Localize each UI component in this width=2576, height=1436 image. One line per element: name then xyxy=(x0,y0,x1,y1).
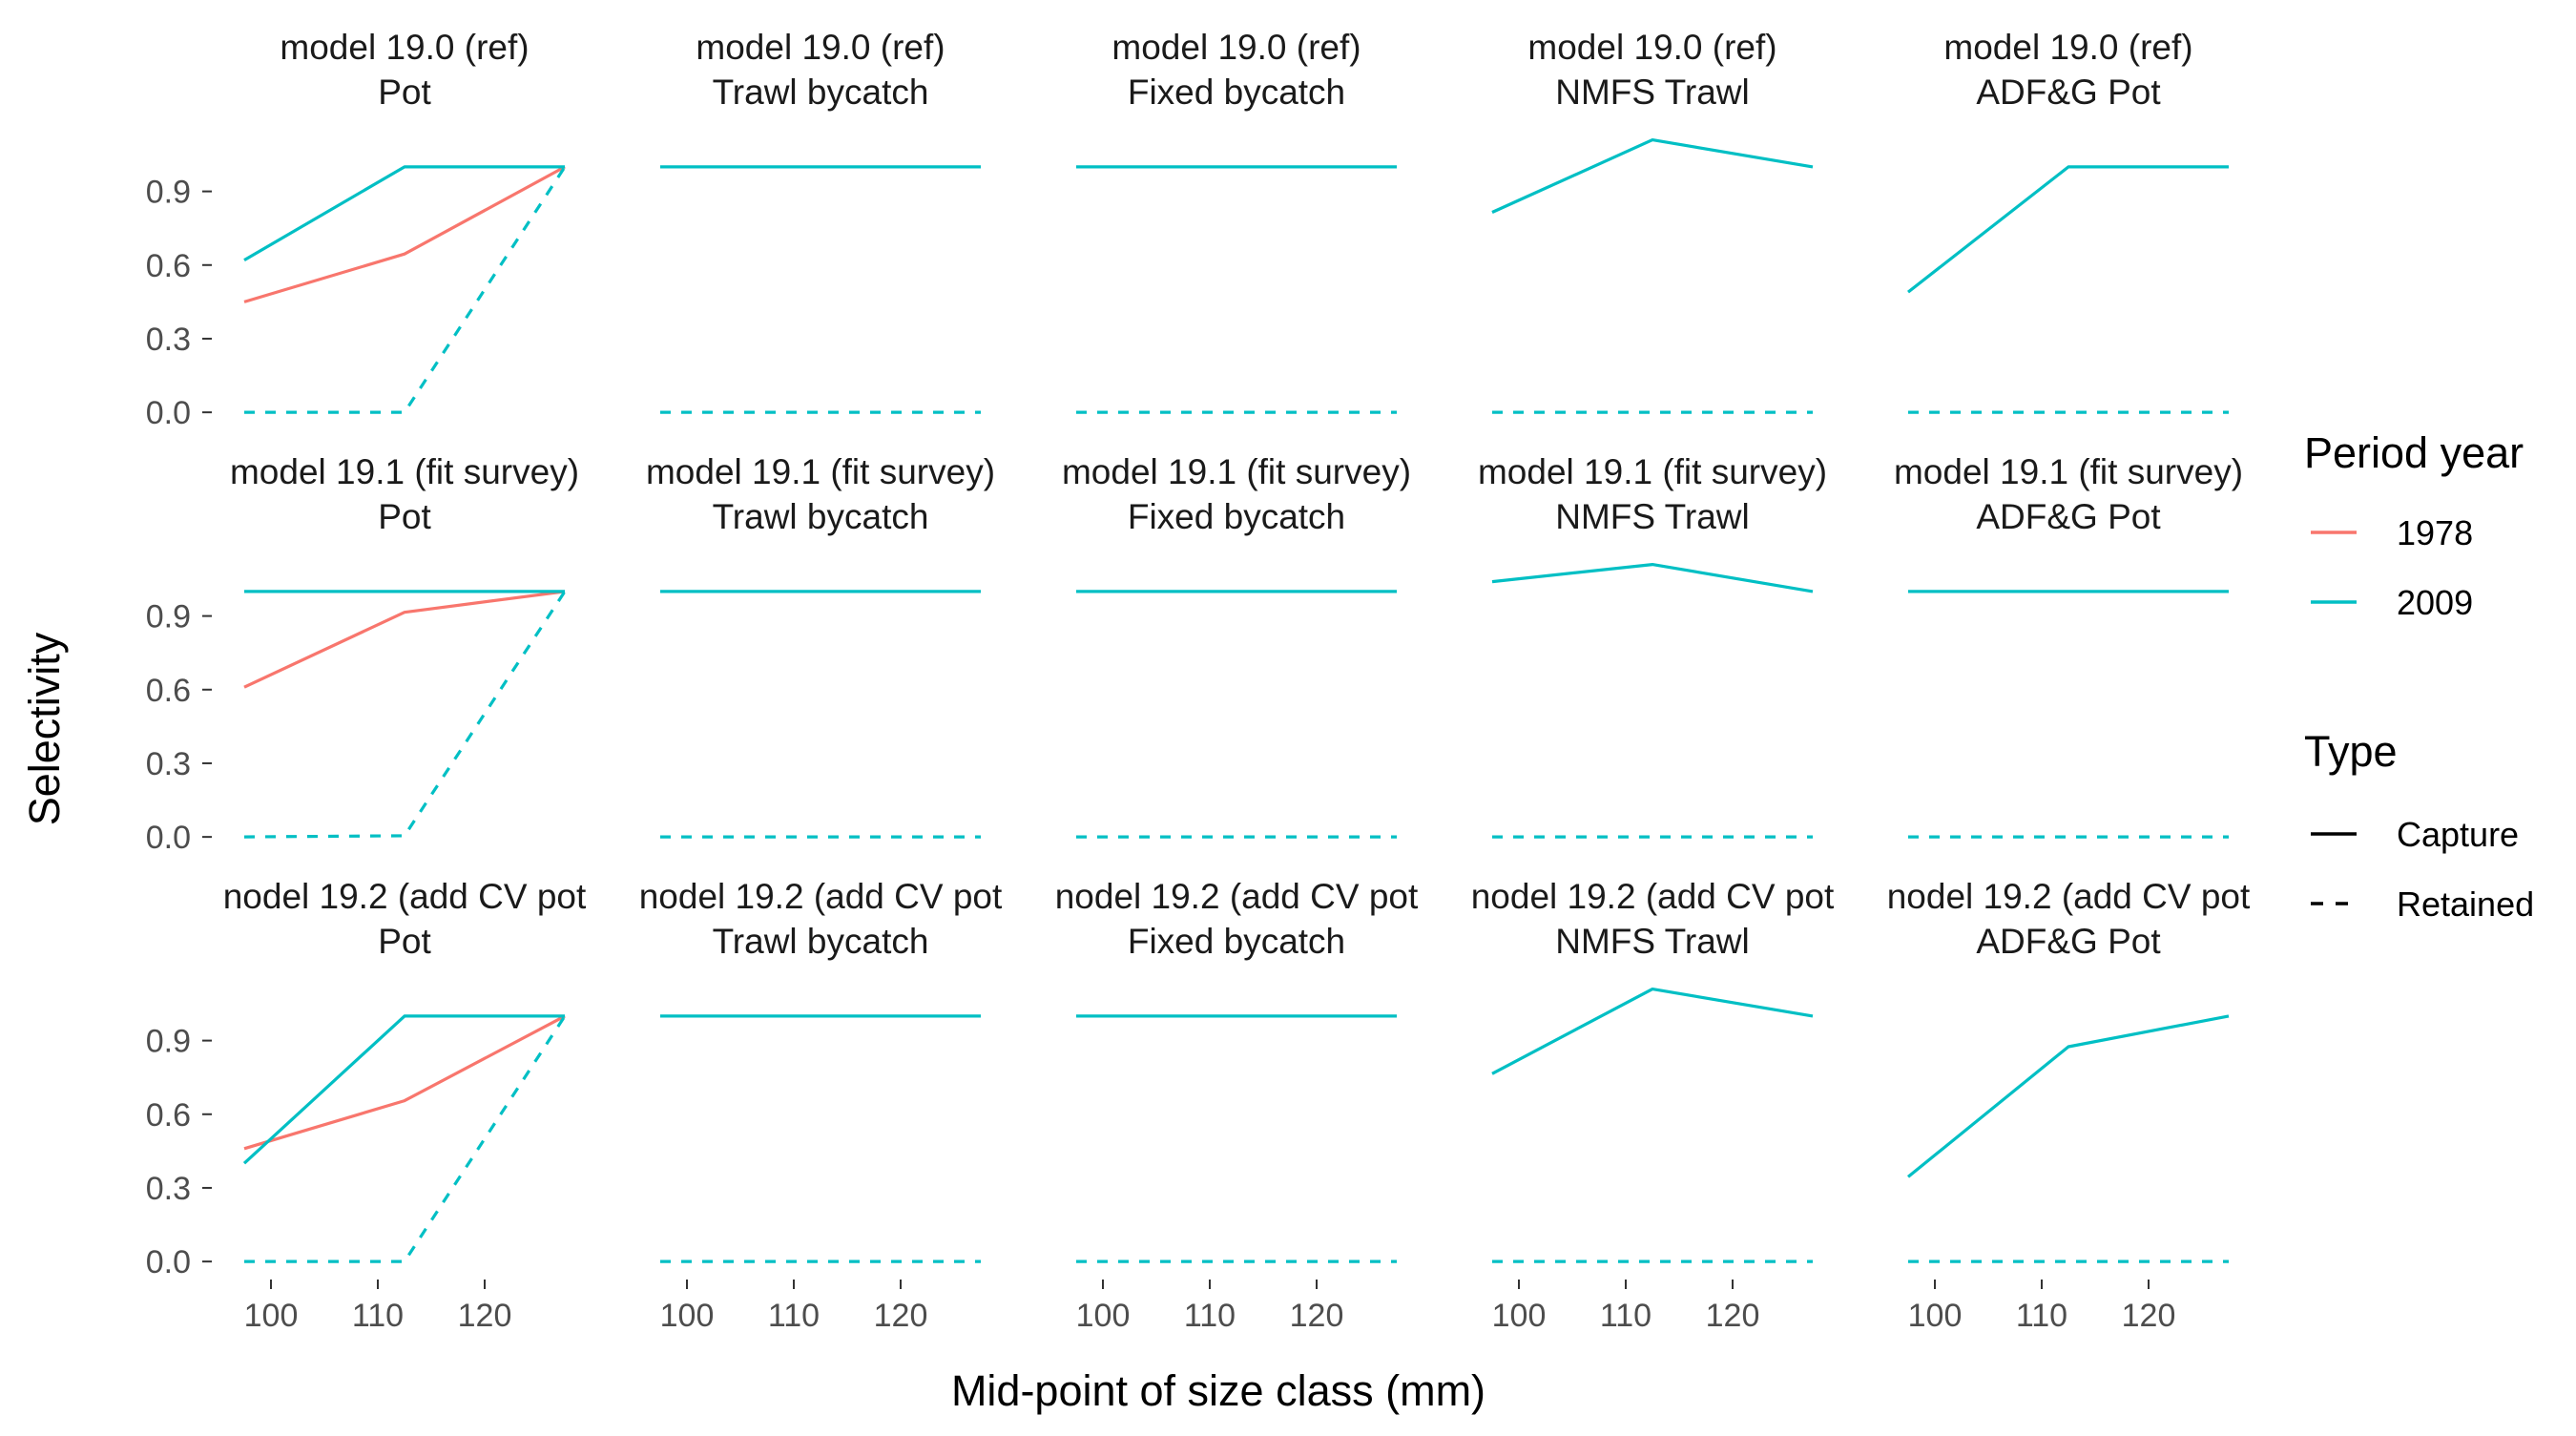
x-tick-label: 100 xyxy=(1492,1298,1547,1334)
series-line-2009-capture xyxy=(1907,165,2229,294)
strip-label-model: model 19.0 (ref) xyxy=(696,28,945,67)
facet-strip: model 19.1 (fit survey) NMFS Trawl xyxy=(1478,452,1827,536)
x-tick-label: 100 xyxy=(1076,1298,1131,1334)
x-tick-label: 110 xyxy=(352,1298,404,1334)
y-tick-label: 0.0 xyxy=(146,1244,191,1280)
y-tick-label: 0.6 xyxy=(146,1097,191,1134)
series-line-2009-capture xyxy=(242,1014,565,1165)
legend-period-title: Period year xyxy=(2304,428,2524,477)
strip-label-fleet: NMFS Trawl xyxy=(1555,497,1750,536)
legend-1978-label: 1978 xyxy=(2397,513,2473,552)
strip-label-fleet: Trawl bycatch xyxy=(713,497,929,536)
x-tick-label: 120 xyxy=(1290,1298,1344,1334)
x-tick-label: 100 xyxy=(660,1298,715,1334)
strip-label-model: model 19.0 (ref) xyxy=(1111,28,1361,67)
facet-strip: model 19.0 (ref) Fixed bycatch xyxy=(1111,28,1361,112)
x-tick-label: 110 xyxy=(1600,1298,1652,1334)
strip-label-model: model 19.1 (fit survey) xyxy=(1894,452,2243,491)
x-tick-label: 100 xyxy=(244,1298,299,1334)
strip-label-model: model 19.1 (fit survey) xyxy=(1062,452,1411,491)
facet-strip: nodel 19.2 (add CV pot NMFS Trawl xyxy=(1471,877,1835,961)
x-tick-label: 120 xyxy=(874,1298,928,1334)
strip-label-fleet: Trawl bycatch xyxy=(713,922,929,961)
y-tick-label: 0.6 xyxy=(146,673,191,709)
series-line-2009-capture xyxy=(1491,562,1814,593)
strip-label-model: model 19.0 (ref) xyxy=(1527,28,1776,67)
strip-label-fleet: Trawl bycatch xyxy=(713,73,929,112)
strip-label-fleet: ADF&G Pot xyxy=(1976,497,2161,536)
strip-label-fleet: NMFS Trawl xyxy=(1555,922,1750,961)
legend: Period year 1978 2009 Type Capture Retai… xyxy=(2304,428,2534,924)
facet-strip: nodel 19.2 (add CV pot Trawl bycatch xyxy=(639,877,1003,961)
x-tick-label: 120 xyxy=(2122,1298,2176,1334)
strip-label-model: nodel 19.2 (add CV pot xyxy=(1887,877,2251,916)
series-line-1978-capture xyxy=(243,590,566,689)
facet-strip: nodel 19.2 (add CV pot ADF&G Pot xyxy=(1887,877,2251,961)
series-line-2009-retained xyxy=(243,591,567,839)
strip-label-model: model 19.0 (ref) xyxy=(1943,28,2192,67)
facet-strip: model 19.1 (fit survey) Pot xyxy=(230,452,579,536)
facet-strip: model 19.0 (ref) Pot xyxy=(280,28,529,112)
strip-label-fleet: Fixed bycatch xyxy=(1128,922,1345,961)
y-tick-label: 0.0 xyxy=(146,395,191,431)
strip-label-fleet: Pot xyxy=(378,497,431,536)
series-line-2009-capture xyxy=(1491,987,1814,1075)
facet-strip: nodel 19.2 (add CV pot Fixed bycatch xyxy=(1055,877,1419,961)
y-tick-label: 0.6 xyxy=(146,248,191,284)
strip-label-model: nodel 19.2 (add CV pot xyxy=(1055,877,1419,916)
series-line-2009-retained xyxy=(244,1015,567,1263)
facet-strip: model 19.1 (fit survey) ADF&G Pot xyxy=(1894,452,2243,536)
y-axis-title: Selectivity xyxy=(20,632,69,825)
axes: Mid-point of size class (mm) Selectivity xyxy=(20,632,1485,1415)
strip-label-fleet: Pot xyxy=(378,922,431,961)
y-tick-label: 0.0 xyxy=(146,820,191,856)
facet-strip: nodel 19.2 (add CV pot Pot xyxy=(223,877,587,961)
strip-label-model: nodel 19.2 (add CV pot xyxy=(223,877,587,916)
strip-label-fleet: ADF&G Pot xyxy=(1976,73,2161,112)
strip-label-fleet: ADF&G Pot xyxy=(1976,922,2161,961)
strip-label-fleet: NMFS Trawl xyxy=(1555,73,1750,112)
facet-strip: model 19.1 (fit survey) Fixed bycatch xyxy=(1062,452,1411,536)
strip-label-model: model 19.1 (fit survey) xyxy=(1478,452,1827,491)
legend-retained-label: Retained xyxy=(2397,884,2534,924)
x-tick-label: 110 xyxy=(768,1298,820,1334)
strip-label-fleet: Fixed bycatch xyxy=(1128,497,1345,536)
y-tick-label: 0.3 xyxy=(146,322,191,358)
x-axis-title: Mid-point of size class (mm) xyxy=(951,1366,1485,1415)
series-line-2009-capture xyxy=(243,165,565,261)
strip-label-fleet: Pot xyxy=(378,73,431,112)
series-line-1978-capture xyxy=(243,1014,566,1151)
series-line-2009-retained xyxy=(244,166,567,414)
x-tick-label: 110 xyxy=(2016,1298,2067,1334)
strip-label-fleet: Fixed bycatch xyxy=(1128,73,1345,112)
series-line-2009-capture xyxy=(1906,1014,2230,1178)
y-tick-label: 0.9 xyxy=(146,175,191,211)
facet-strip: model 19.0 (ref) NMFS Trawl xyxy=(1527,28,1776,112)
y-tick-label: 0.9 xyxy=(146,1024,191,1060)
facet-strip: model 19.1 (fit survey) Trawl bycatch xyxy=(646,452,995,536)
x-tick-label: 110 xyxy=(1184,1298,1236,1334)
strip-label-model: nodel 19.2 (add CV pot xyxy=(1471,877,1835,916)
strip-label-model: model 19.1 (fit survey) xyxy=(646,452,995,491)
series-line-2009-capture xyxy=(1491,138,1814,214)
y-tick-label: 0.3 xyxy=(146,746,191,782)
x-tick-label: 120 xyxy=(458,1298,512,1334)
strip-label-model: model 19.1 (fit survey) xyxy=(230,452,579,491)
facet-strip: model 19.0 (ref) Trawl bycatch xyxy=(696,28,945,112)
legend-type-title: Type xyxy=(2304,727,2398,776)
legend-capture-label: Capture xyxy=(2397,815,2519,854)
y-tick-label: 0.9 xyxy=(146,599,191,635)
x-tick-label: 100 xyxy=(1908,1298,1963,1334)
y-tick-label: 0.3 xyxy=(146,1171,191,1207)
facet-strip: model 19.0 (ref) ADF&G Pot xyxy=(1943,28,2192,112)
series-line-1978-capture xyxy=(243,165,566,303)
legend-2009-label: 2009 xyxy=(2397,583,2473,622)
x-tick-label: 120 xyxy=(1706,1298,1760,1334)
strip-label-model: model 19.0 (ref) xyxy=(280,28,529,67)
strip-label-model: nodel 19.2 (add CV pot xyxy=(639,877,1003,916)
